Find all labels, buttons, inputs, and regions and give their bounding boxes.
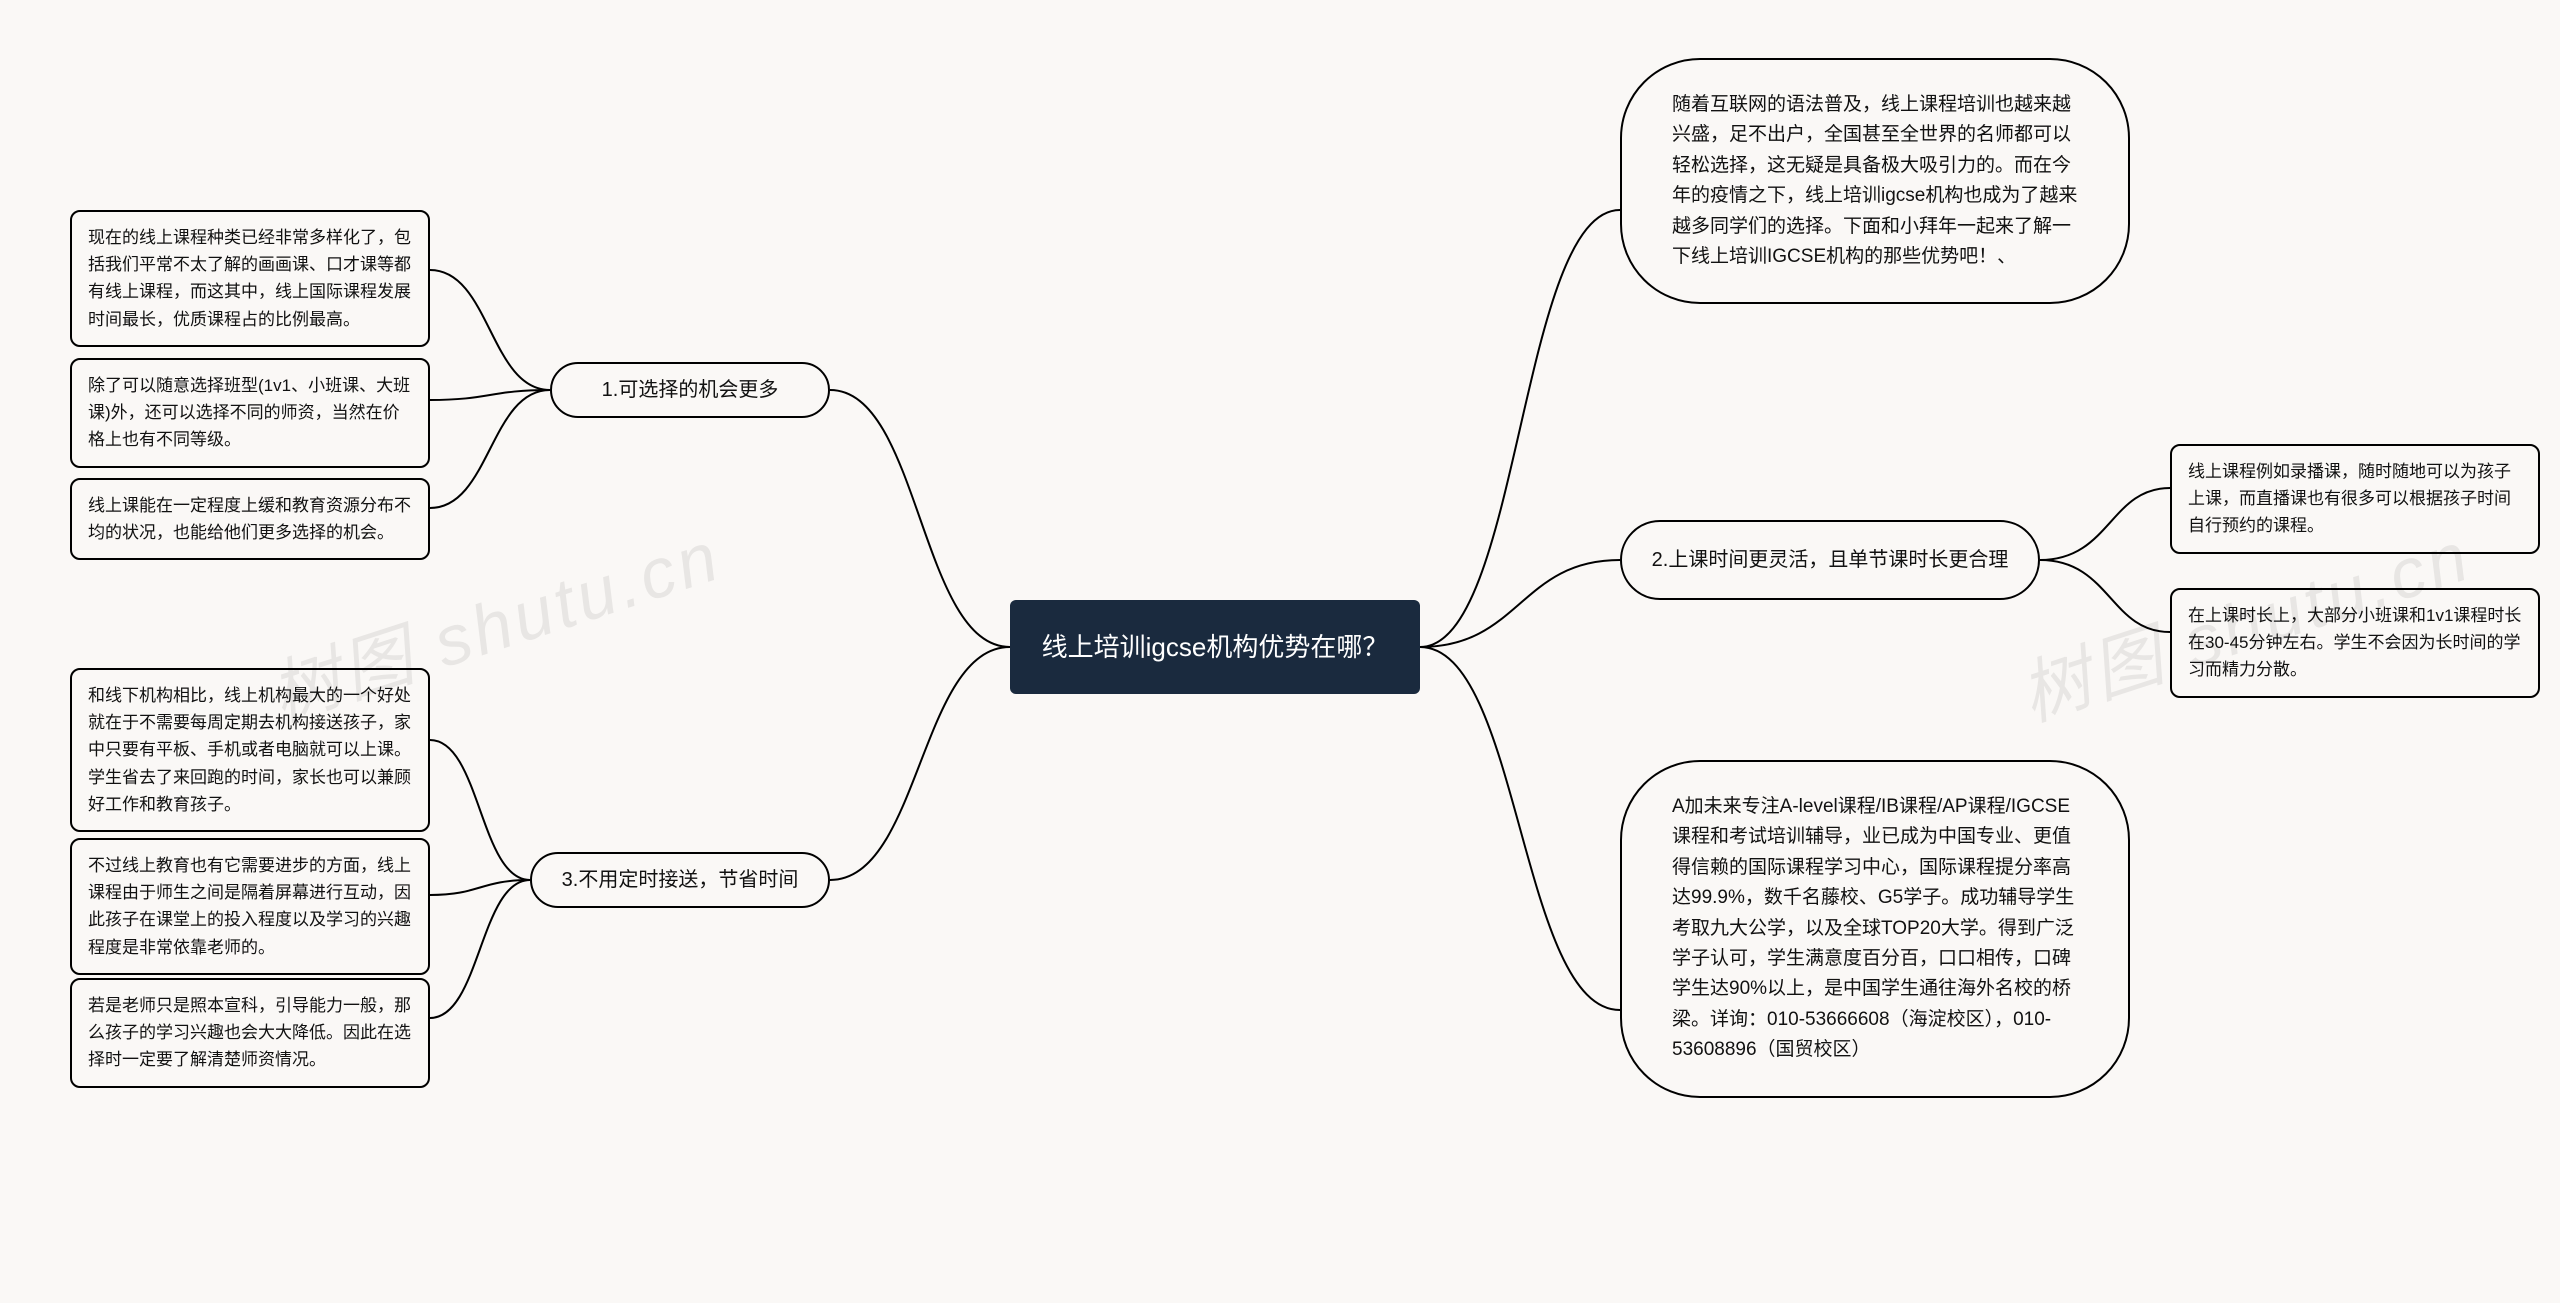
branch-3-leaf-0[interactable]: 和线下机构相比，线上机构最大的一个好处就在于不需要每周定期去机构接送孩子，家中只… xyxy=(70,668,430,832)
branch-1-leaf-2[interactable]: 线上课能在一定程度上缓和教育资源分布不均的状况，也能给他们更多选择的机会。 xyxy=(70,478,430,560)
promo-box[interactable]: A加未来专注A-level课程/IB课程/AP课程/IGCSE课程和考试培训辅导… xyxy=(1620,760,2130,1098)
branch-3[interactable]: 3.不用定时接送，节省时间 xyxy=(530,852,830,908)
branch-1-leaf-0[interactable]: 现在的线上课程种类已经非常多样化了，包括我们平常不太了解的画画课、口才课等都有线… xyxy=(70,210,430,347)
intro-box[interactable]: 随着互联网的语法普及，线上课程培训也越来越兴盛，足不出户，全国甚至全世界的名师都… xyxy=(1620,58,2130,304)
root-node[interactable]: 线上培训igcse机构优势在哪？ xyxy=(1010,600,1420,694)
branch-2-leaf-1[interactable]: 在上课时长上，大部分小班课和1v1课程时长在30-45分钟左右。学生不会因为长时… xyxy=(2170,588,2540,698)
branch-3-leaf-1[interactable]: 不过线上教育也有它需要进步的方面，线上课程由于师生之间是隔着屏幕进行互动，因此孩… xyxy=(70,838,430,975)
branch-3-leaf-2[interactable]: 若是老师只是照本宣科，引导能力一般，那么孩子的学习兴趣也会大大降低。因此在选择时… xyxy=(70,978,430,1088)
branch-1[interactable]: 1.可选择的机会更多 xyxy=(550,362,830,418)
branch-1-leaf-1[interactable]: 除了可以随意选择班型(1v1、小班课、大班课)外，还可以选择不同的师资，当然在价… xyxy=(70,358,430,468)
branch-2[interactable]: 2.上课时间更灵活，且单节课时长更合理 xyxy=(1620,520,2040,600)
branch-2-leaf-0[interactable]: 线上课程例如录播课，随时随地可以为孩子上课，而直播课也有很多可以根据孩子时间自行… xyxy=(2170,444,2540,554)
